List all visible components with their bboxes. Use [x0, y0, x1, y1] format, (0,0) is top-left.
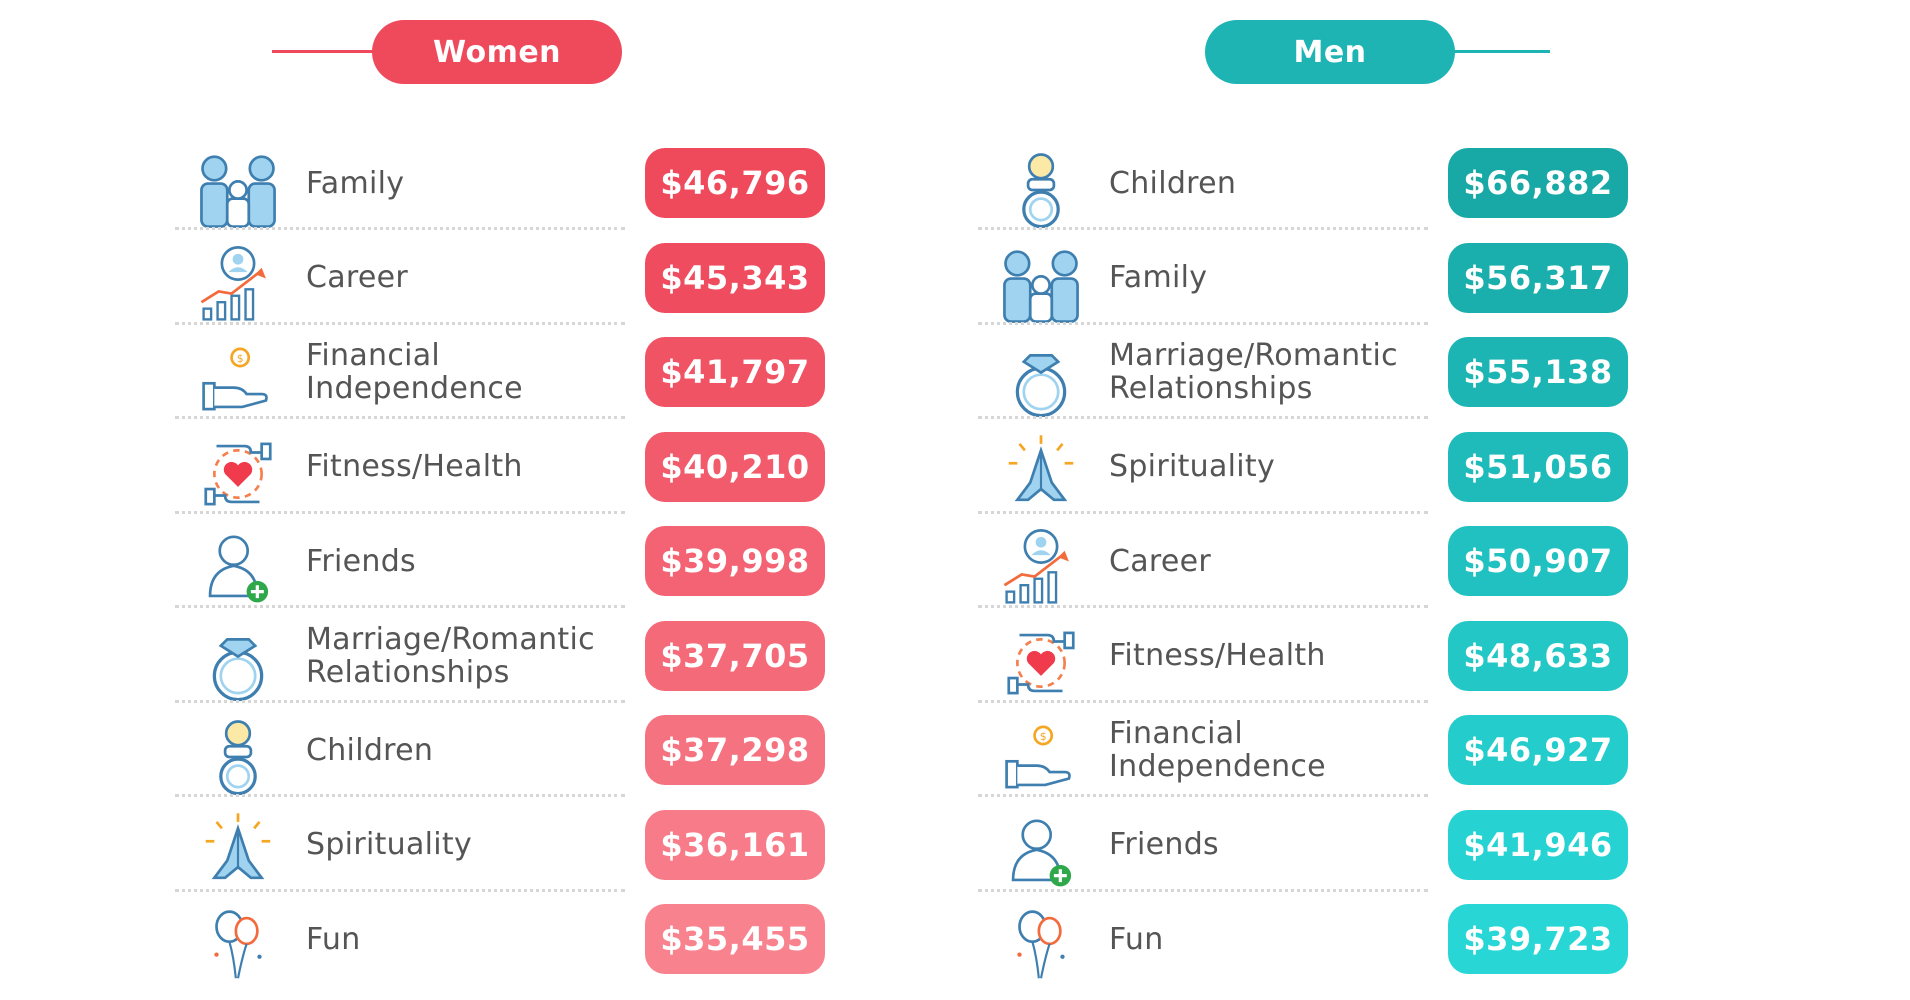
women-value-badge: $37,705 [645, 620, 825, 691]
row-divider [175, 227, 625, 230]
spirituality-icon [998, 431, 1084, 517]
men-category-label: Marriage/Romantic Relationships [1109, 338, 1398, 406]
row-divider [175, 605, 625, 608]
men-value-badge: $55,138 [1448, 337, 1628, 407]
marriage-ring-icon [195, 620, 281, 706]
men-header-pill: Men [1205, 20, 1455, 84]
row-divider [175, 321, 625, 325]
row-divider [978, 227, 1428, 230]
women-header-line [272, 50, 382, 53]
financial-independence-icon: $ [195, 336, 281, 422]
men-value-badge: $46,927 [1448, 715, 1628, 785]
fun-balloons-icon [998, 903, 1084, 989]
men-category-label: Family [1109, 260, 1208, 295]
friends-icon [998, 809, 1084, 895]
women-value-badge: $46,796 [645, 148, 825, 218]
men-category-label: Children [1109, 165, 1237, 201]
men-value-badge: $41,946 [1448, 809, 1628, 880]
row-divider [978, 888, 1428, 892]
men-category-label: Friends [1109, 827, 1219, 862]
children-pacifier-icon [998, 147, 1084, 233]
svg-text:$: $ [1040, 730, 1047, 743]
women-value-badge: $39,998 [645, 526, 825, 596]
row-divider [978, 699, 1428, 703]
row-divider [175, 794, 625, 797]
family-icon [195, 147, 281, 233]
row-divider [175, 888, 625, 892]
fun-balloons-icon [195, 903, 281, 989]
career-icon [195, 242, 281, 328]
family-icon [998, 242, 1084, 328]
women-category-label: Financial Independence [306, 338, 523, 406]
women-category-label: Children [306, 732, 434, 768]
women-value-badge: $36,161 [645, 809, 825, 880]
financial-independence-icon: $ [998, 714, 1084, 800]
men-category-label: Fun [1109, 921, 1164, 957]
row-divider [175, 510, 625, 514]
women-category-label: Family [306, 165, 405, 201]
row-divider [978, 794, 1428, 797]
fitness-health-icon [195, 431, 281, 517]
friends-icon [195, 525, 281, 611]
women-value-badge: $40,210 [645, 431, 825, 502]
men-header-line [1440, 50, 1550, 53]
men-value-badge: $48,633 [1448, 620, 1628, 691]
women-category-label: Fun [306, 921, 361, 957]
marriage-ring-icon [998, 336, 1084, 422]
row-divider [175, 699, 625, 703]
women-header-pill: Women [372, 20, 622, 84]
men-value-badge: $39,723 [1448, 904, 1628, 974]
men-category-label: Financial Independence [1109, 716, 1326, 784]
row-divider [978, 416, 1428, 419]
row-divider [175, 416, 625, 419]
men-value-badge: $50,907 [1448, 526, 1628, 596]
women-category-label: Marriage/Romantic Relationships [306, 621, 595, 690]
women-category-label: Spirituality [306, 827, 473, 862]
children-pacifier-icon [195, 714, 281, 800]
spirituality-icon [195, 809, 281, 895]
women-value-badge: $35,455 [645, 904, 825, 974]
women-category-label: Fitness/Health [306, 449, 523, 484]
men-category-label: Fitness/Health [1109, 638, 1326, 673]
row-divider [978, 321, 1428, 325]
women-value-badge: $45,343 [645, 242, 825, 313]
men-value-badge: $51,056 [1448, 431, 1628, 502]
men-category-label: Career [1109, 543, 1212, 579]
men-category-label: Spirituality [1109, 449, 1276, 484]
row-divider [978, 605, 1428, 608]
women-value-badge: $41,797 [645, 337, 825, 407]
women-category-label: Career [306, 260, 409, 295]
career-icon [998, 525, 1084, 611]
women-category-label: Friends [306, 543, 416, 579]
fitness-health-icon [998, 620, 1084, 706]
men-value-badge: $66,882 [1448, 148, 1628, 218]
svg-text:$: $ [237, 352, 244, 365]
men-value-badge: $56,317 [1448, 242, 1628, 313]
row-divider [978, 510, 1428, 514]
women-value-badge: $37,298 [645, 715, 825, 785]
